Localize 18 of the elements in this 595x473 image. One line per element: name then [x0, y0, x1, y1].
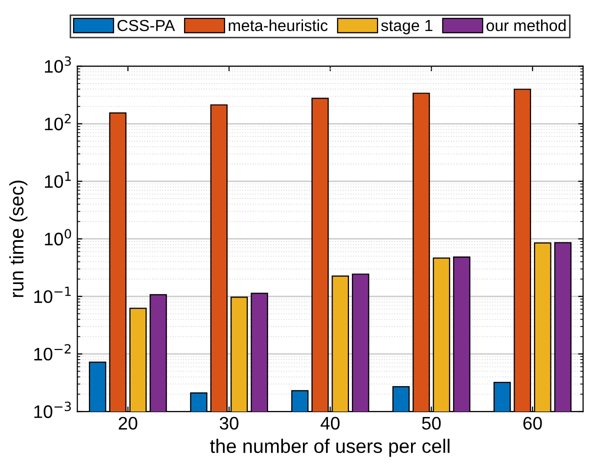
y-axis-title: run time (sec): [9, 180, 28, 297]
y-tick-label: 10$^{1}$: [44, 172, 71, 188]
y-tick-label: 10$^{−1}$: [34, 286, 71, 304]
legend-label: our method: [486, 19, 566, 32]
y-tick-label: 10$^{−3}$: [34, 402, 71, 418]
x-tick-label: 50: [422, 416, 441, 430]
x-tick-label: 30: [220, 416, 238, 430]
x-tick-label: 40: [320, 416, 340, 430]
x-tick-label: 20: [118, 416, 138, 430]
y-tick-label: 10$^{3}$: [44, 56, 71, 73]
legend-label: CSS-PA: [118, 20, 175, 32]
legend-label: stage 1: [381, 20, 432, 34]
x-tick-label: 60: [523, 416, 542, 430]
y-tick-label: 10$^{0}$: [44, 228, 72, 246]
x-axis-title: the number of users per cell: [210, 438, 450, 457]
y-tick-label: 10$^{2}$: [44, 114, 71, 130]
y-tick-label: 10$^{−2}$: [34, 344, 71, 361]
legend-label: meta-heuristic: [228, 19, 328, 32]
